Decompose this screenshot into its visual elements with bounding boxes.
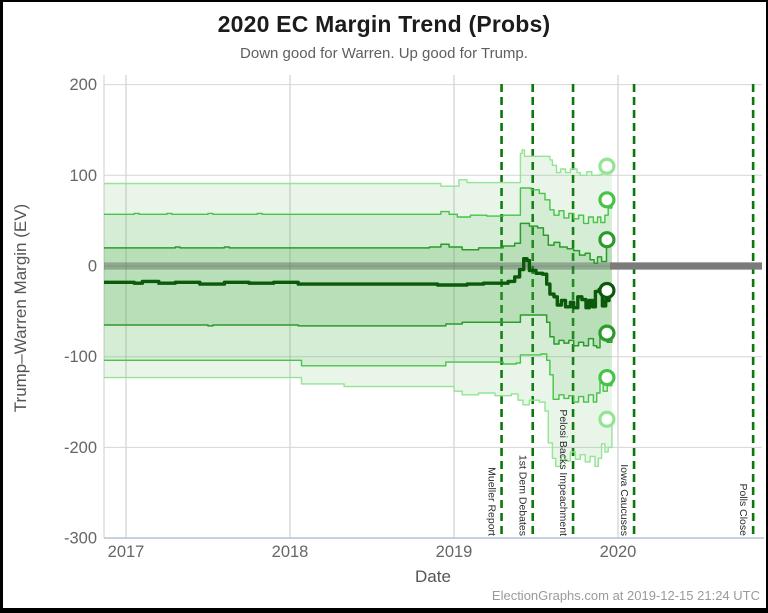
endpoint-marker-mid_top <box>598 191 616 209</box>
chart-title: 2020 EC Margin Trend (Probs) <box>217 11 551 37</box>
probability-band <box>104 149 612 467</box>
y-tick-label: 100 <box>69 167 97 185</box>
event-label: Mueller Report <box>486 467 498 536</box>
event-label: Pelosi Backs Impeachment <box>557 409 569 536</box>
chart-subtitle: Down good for Warren. Up good for Trump. <box>240 45 528 62</box>
endpoint-marker-outer_bottom <box>598 410 616 428</box>
x-tick-label: 2018 <box>272 543 309 561</box>
endpoint-marker-mid_bottom <box>598 368 616 387</box>
y-tick-label: -200 <box>64 439 97 457</box>
y-tick-label: 0 <box>88 258 97 276</box>
attribution-text: ElectionGraphs.com at 2019-12-15 21:24 U… <box>491 588 760 603</box>
series-line-median <box>104 257 614 310</box>
x-tick-label: 2017 <box>108 543 145 561</box>
event-label: Polls Close <box>737 483 749 536</box>
y-tick-label: -300 <box>64 530 97 548</box>
series-line-outer_top <box>104 149 613 187</box>
x-axis-title: Date <box>415 567 451 586</box>
series-line-inner_top <box>104 222 613 265</box>
series-line-inner_bottom <box>104 314 613 349</box>
y-axis-title: Trump–Warren Margin (EV) <box>11 203 30 413</box>
endpoint-marker-median <box>598 281 616 300</box>
event-label: 1st Dem Debates <box>517 455 529 536</box>
endpoint-marker-inner_bottom <box>598 324 616 342</box>
y-tick-label: -100 <box>64 348 97 366</box>
series-line-mid_top <box>104 187 613 225</box>
endpoint-marker-outer_top <box>598 157 616 175</box>
x-tick-label: 2020 <box>600 543 637 561</box>
series-line-outer_bottom <box>104 376 613 468</box>
event-label: Iowa Caucuses <box>618 464 630 536</box>
x-tick-label: 2019 <box>436 543 473 561</box>
zero-band-margin <box>609 262 762 270</box>
zero-band <box>104 262 610 270</box>
endpoint-marker-inner_top <box>598 231 616 249</box>
series-line-mid_bottom <box>104 353 613 403</box>
y-tick-label: 200 <box>69 76 97 94</box>
probability-band <box>104 188 612 403</box>
